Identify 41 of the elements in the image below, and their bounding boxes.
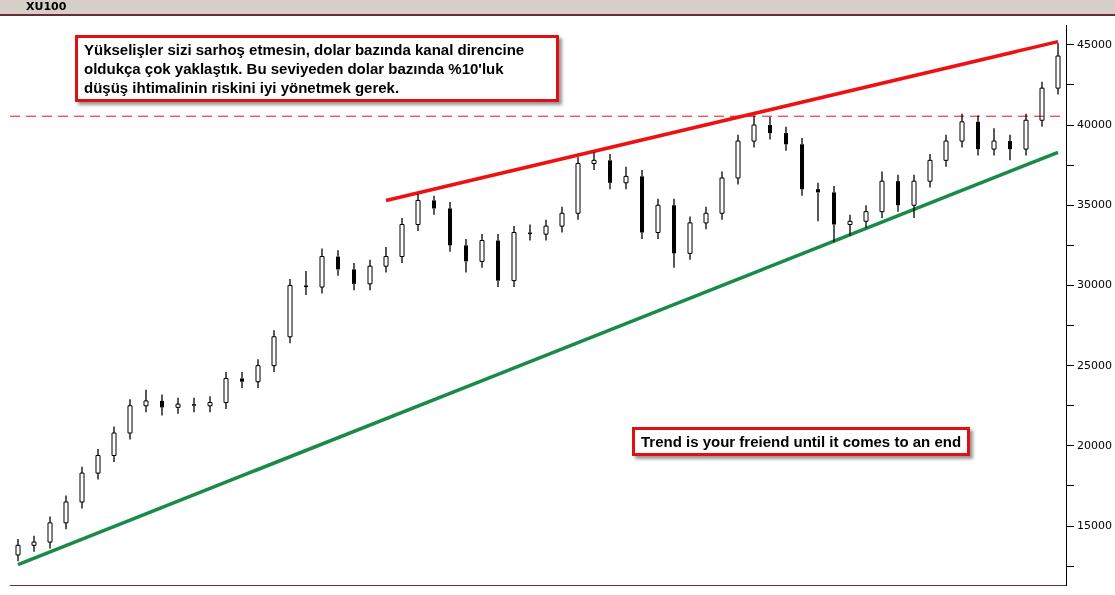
candlestick bbox=[623, 166, 629, 190]
candlestick bbox=[784, 126, 789, 152]
candlestick bbox=[847, 214, 853, 237]
candlestick bbox=[976, 114, 981, 157]
annotation: Yükselişler sizi sarhoş etmesin, dolar bazında kanal direncine oldukça çok yaklaştık. Bu seviyeden dolar bazında %10'luk düşüş ihtimalinin riskini iyi yönetmek gerek. bbox=[75, 35, 559, 102]
candlestick bbox=[1008, 134, 1013, 161]
candlestick bbox=[207, 395, 213, 413]
candlestick bbox=[496, 233, 500, 288]
candlestick bbox=[304, 270, 308, 296]
y-tick-label: 20000 bbox=[1077, 438, 1113, 452]
candlestick bbox=[31, 535, 37, 553]
candlestick bbox=[816, 182, 821, 222]
y-tick-label: 45000 bbox=[1077, 37, 1113, 51]
candlestick bbox=[143, 389, 149, 413]
candlestick bbox=[832, 185, 837, 243]
candlestick bbox=[448, 201, 452, 253]
chart-title: XU100 bbox=[26, 0, 67, 14]
candlestick bbox=[464, 238, 468, 274]
candlestick bbox=[192, 397, 196, 413]
candlestick bbox=[672, 198, 677, 269]
candlestick bbox=[336, 249, 340, 277]
candlestick bbox=[287, 278, 293, 344]
annotation: Trend is your freiend until it comes to an end bbox=[632, 427, 971, 456]
candlestick bbox=[160, 393, 164, 417]
candlestick bbox=[575, 156, 581, 221]
candlestick bbox=[896, 174, 901, 213]
y-tick-label: 25000 bbox=[1077, 358, 1113, 372]
y-tick-label: 40000 bbox=[1077, 117, 1113, 131]
candlestick bbox=[175, 397, 181, 415]
y-tick-label: 15000 bbox=[1077, 518, 1113, 532]
candlestick bbox=[240, 371, 244, 389]
candlestick bbox=[352, 262, 356, 291]
candlestick bbox=[800, 137, 805, 197]
y-tick-label: 30000 bbox=[1077, 278, 1113, 292]
candlestick bbox=[432, 194, 436, 216]
candlestick bbox=[640, 169, 644, 240]
candlestick bbox=[511, 225, 517, 288]
candlestick bbox=[768, 116, 773, 141]
y-tick-label: 35000 bbox=[1077, 198, 1113, 212]
candlestick bbox=[591, 151, 597, 171]
candlestick bbox=[608, 153, 612, 190]
